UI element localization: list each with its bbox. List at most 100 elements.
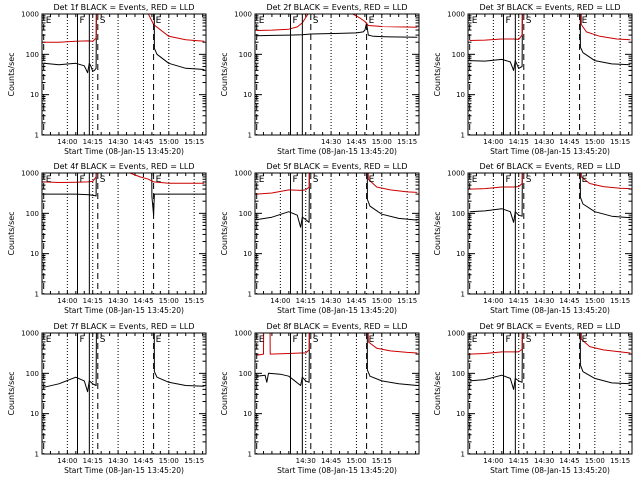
event-marker-label: F bbox=[80, 335, 85, 345]
plot-frame bbox=[467, 332, 633, 455]
series-line bbox=[256, 173, 418, 228]
y-tick-label: 10 bbox=[30, 410, 39, 418]
x-tick-label: 14:45 bbox=[133, 457, 153, 465]
series-line bbox=[469, 333, 631, 390]
x-tick-label: 14:15 bbox=[296, 297, 316, 305]
x-tick-label: 14:00 bbox=[57, 457, 77, 465]
chart-title: Det 4f BLACK = Events, RED = LLD bbox=[53, 162, 194, 171]
x-axis-title: Start Time (08-Jan-15 13:45:20) bbox=[64, 466, 184, 475]
series-line bbox=[469, 173, 631, 190]
y-tick-label: 1000 bbox=[234, 170, 252, 178]
y-tick-label: 1000 bbox=[21, 170, 39, 178]
y-tick-label: 10 bbox=[456, 250, 465, 258]
chart-title: Det 6f BLACK = Events, RED = LLD bbox=[479, 162, 620, 171]
series-line bbox=[469, 14, 631, 41]
y-tick-label: 100 bbox=[452, 210, 465, 218]
event-marker-label: E bbox=[259, 16, 265, 26]
event-marker-label: E bbox=[156, 175, 162, 185]
y-tick-label: 1000 bbox=[447, 330, 465, 338]
x-tick-label: 15:00 bbox=[585, 138, 605, 146]
x-tick-label: 14:15 bbox=[509, 457, 529, 465]
series-line bbox=[469, 333, 631, 355]
x-tick-label: 14:45 bbox=[133, 138, 153, 146]
event-marker-label: E bbox=[46, 16, 52, 26]
y-tick-label: 10 bbox=[243, 91, 252, 99]
y-tick-label: 1 bbox=[35, 132, 39, 140]
event-marker-label: S bbox=[313, 175, 319, 185]
y-tick-label: 10 bbox=[30, 91, 39, 99]
chart-title: Det 3f BLACK = Events, RED = LLD bbox=[479, 3, 620, 12]
series-line bbox=[469, 14, 631, 71]
event-marker-label: E bbox=[582, 16, 588, 26]
x-tick-label: 14:30 bbox=[108, 457, 128, 465]
x-tick-label: 15:15 bbox=[184, 138, 204, 146]
x-axis-title: Start Time (08-Jan-15 13:45:20) bbox=[490, 306, 610, 315]
x-tick-label: 14:30 bbox=[108, 297, 128, 305]
x-tick-label: 14:30 bbox=[108, 138, 128, 146]
series-line bbox=[256, 22, 418, 38]
event-marker-label: F bbox=[506, 16, 511, 26]
series-line bbox=[43, 173, 205, 184]
event-marker-label: E bbox=[582, 335, 588, 345]
y-tick-label: 1 bbox=[248, 132, 252, 140]
plot-frame bbox=[41, 13, 207, 136]
x-tick-label: 14:45 bbox=[321, 457, 341, 465]
event-marker-label: S bbox=[526, 16, 532, 26]
x-axis-title: Start Time (08-Jan-15 13:45:20) bbox=[277, 306, 397, 315]
x-tick-label: 15:00 bbox=[372, 138, 392, 146]
plot-frame bbox=[467, 13, 633, 136]
x-axis-title: Start Time (08-Jan-15 13:45:20) bbox=[64, 306, 184, 315]
event-marker-label: F bbox=[293, 335, 298, 345]
x-tick-label: 14:15 bbox=[509, 138, 529, 146]
y-tick-label: 100 bbox=[26, 370, 39, 378]
event-marker-label: E bbox=[156, 16, 162, 26]
y-tick-label: 100 bbox=[239, 210, 252, 218]
x-tick-label: 15:15 bbox=[397, 138, 417, 146]
y-tick-label: 1000 bbox=[21, 11, 39, 19]
plot-frame bbox=[254, 332, 420, 455]
x-tick-label: 14:45 bbox=[133, 297, 153, 305]
y-tick-label: 100 bbox=[239, 370, 252, 378]
x-tick-label: 14:30 bbox=[321, 138, 341, 146]
event-marker-label: E bbox=[472, 175, 478, 185]
y-axis-label: Counts/sec bbox=[220, 211, 229, 255]
chart-title: Det 1f BLACK = Events, RED = LLD bbox=[53, 3, 194, 12]
y-tick-label: 1 bbox=[248, 291, 252, 299]
y-tick-label: 100 bbox=[26, 51, 39, 59]
chart-panel-3: Det 3f BLACK = Events, RED = LLD Counts/s… bbox=[433, 3, 633, 156]
x-tick-label: 14:00 bbox=[483, 457, 503, 465]
x-tick-label: 15:00 bbox=[585, 297, 605, 305]
chart-panel-9: Det 9f BLACK = Events, RED = LLD Counts/s… bbox=[433, 322, 633, 475]
x-tick-label: 15:15 bbox=[610, 138, 630, 146]
y-tick-label: 1 bbox=[461, 132, 465, 140]
y-tick-label: 10 bbox=[243, 410, 252, 418]
x-tick-label: 14:15 bbox=[83, 138, 103, 146]
x-tick-label: 15:00 bbox=[585, 457, 605, 465]
y-tick-label: 100 bbox=[239, 51, 252, 59]
y-axis-label: Counts/sec bbox=[433, 211, 442, 255]
y-tick-label: 1000 bbox=[234, 11, 252, 19]
event-marker-label: F bbox=[80, 16, 85, 26]
event-marker-label: E bbox=[369, 16, 375, 26]
y-axis-label: Counts/sec bbox=[7, 52, 16, 96]
x-tick-label: 15:15 bbox=[184, 457, 204, 465]
y-tick-label: 1000 bbox=[21, 330, 39, 338]
y-tick-label: 1 bbox=[35, 451, 39, 459]
event-marker-label: S bbox=[100, 16, 106, 26]
event-marker-label: E bbox=[259, 175, 265, 185]
x-tick-label: 14:00 bbox=[483, 138, 503, 146]
event-marker-label: E bbox=[472, 16, 478, 26]
y-axis-label: Counts/sec bbox=[7, 211, 16, 255]
chart-panel-2: Det 2f BLACK = Events, RED = LLD Counts/s… bbox=[220, 3, 420, 156]
x-tick-label: 15:00 bbox=[372, 297, 392, 305]
y-tick-label: 1 bbox=[248, 451, 252, 459]
event-marker-label: S bbox=[526, 175, 532, 185]
plot-frame bbox=[467, 172, 633, 295]
y-tick-label: 1 bbox=[461, 291, 465, 299]
chart-title: Det 5f BLACK = Events, RED = LLD bbox=[266, 162, 407, 171]
x-axis-title: Start Time (08-Jan-15 13:45:20) bbox=[490, 466, 610, 475]
y-tick-label: 10 bbox=[243, 250, 252, 258]
event-marker-label: E bbox=[46, 175, 52, 185]
plot-frame bbox=[41, 172, 207, 295]
